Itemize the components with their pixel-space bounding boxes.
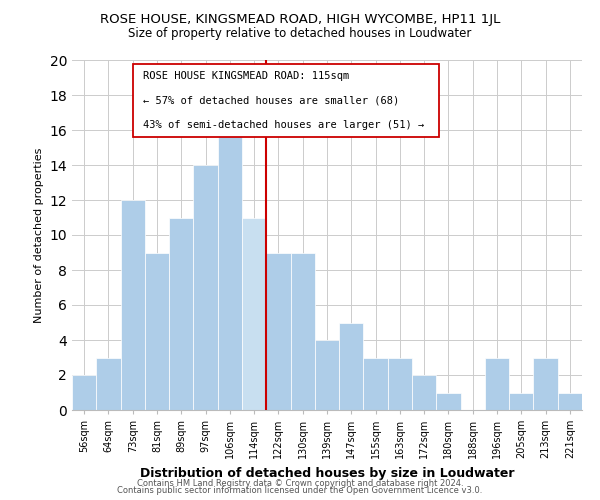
Bar <box>242 218 266 410</box>
Bar <box>485 358 509 410</box>
Text: Contains HM Land Registry data © Crown copyright and database right 2024.: Contains HM Land Registry data © Crown c… <box>137 478 463 488</box>
Bar <box>193 165 218 410</box>
Text: ROSE HOUSE KINGSMEAD ROAD: 115sqm: ROSE HOUSE KINGSMEAD ROAD: 115sqm <box>143 70 350 81</box>
Bar <box>290 252 315 410</box>
X-axis label: Distribution of detached houses by size in Loudwater: Distribution of detached houses by size … <box>140 466 514 479</box>
Text: Contains public sector information licensed under the Open Government Licence v3: Contains public sector information licen… <box>118 486 482 495</box>
Bar <box>388 358 412 410</box>
Text: ROSE HOUSE, KINGSMEAD ROAD, HIGH WYCOMBE, HP11 1JL: ROSE HOUSE, KINGSMEAD ROAD, HIGH WYCOMBE… <box>100 12 500 26</box>
Text: 43% of semi-detached houses are larger (51) →: 43% of semi-detached houses are larger (… <box>143 120 425 130</box>
Text: Size of property relative to detached houses in Loudwater: Size of property relative to detached ho… <box>128 28 472 40</box>
Bar <box>436 392 461 410</box>
Bar <box>121 200 145 410</box>
Bar <box>364 358 388 410</box>
Bar <box>266 252 290 410</box>
Bar <box>72 375 96 410</box>
Bar <box>169 218 193 410</box>
Bar <box>412 375 436 410</box>
Bar <box>509 392 533 410</box>
Bar <box>145 252 169 410</box>
Text: ← 57% of detached houses are smaller (68): ← 57% of detached houses are smaller (68… <box>143 95 400 105</box>
Bar <box>218 95 242 410</box>
Bar <box>96 358 121 410</box>
FancyBboxPatch shape <box>133 64 439 137</box>
Bar <box>339 322 364 410</box>
Bar <box>558 392 582 410</box>
Y-axis label: Number of detached properties: Number of detached properties <box>34 148 44 322</box>
Bar <box>533 358 558 410</box>
Bar <box>315 340 339 410</box>
